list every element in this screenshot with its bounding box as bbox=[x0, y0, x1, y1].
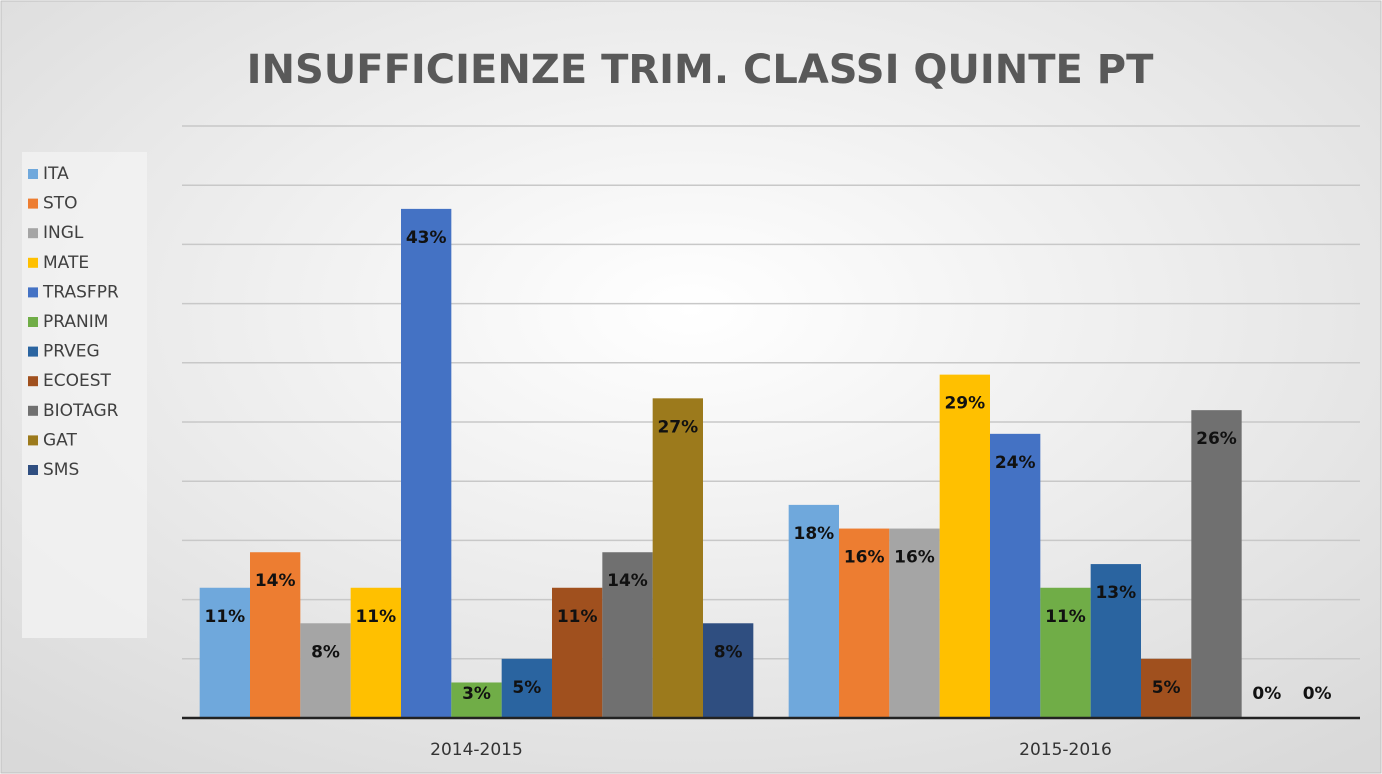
data-label: 0% bbox=[1252, 684, 1281, 704]
data-label: 16% bbox=[844, 548, 885, 568]
bar bbox=[1040, 587, 1091, 718]
legend-label: PRANIM bbox=[43, 312, 108, 332]
data-label: 11% bbox=[1045, 607, 1086, 627]
bar bbox=[300, 623, 351, 718]
legend-box bbox=[22, 152, 147, 638]
data-label: 0% bbox=[1303, 684, 1332, 704]
bar bbox=[401, 208, 452, 718]
x-tick-label: 2015-2016 bbox=[1019, 740, 1112, 760]
data-label: 8% bbox=[311, 642, 340, 662]
data-label: 27% bbox=[657, 417, 698, 437]
data-label: 11% bbox=[355, 607, 396, 627]
data-label: 3% bbox=[462, 684, 491, 704]
legend-swatch bbox=[28, 228, 38, 239]
bar bbox=[702, 623, 754, 718]
bar bbox=[1140, 658, 1192, 718]
data-label: 29% bbox=[944, 394, 985, 414]
legend-swatch bbox=[28, 317, 38, 327]
bar bbox=[1090, 564, 1141, 718]
bar bbox=[451, 682, 502, 718]
legend-label: ECOEST bbox=[43, 371, 112, 391]
legend-swatch bbox=[28, 405, 38, 416]
data-label: 16% bbox=[894, 548, 935, 568]
bar bbox=[990, 433, 1041, 718]
bar bbox=[199, 587, 251, 718]
legend-label: PRVEG bbox=[43, 342, 100, 362]
data-label: 43% bbox=[406, 228, 447, 248]
chart-title: INSUFFICIENZE TRIM. CLASSI QUINTE PT bbox=[247, 47, 1154, 93]
legend-label: INGL bbox=[43, 223, 84, 243]
bar bbox=[551, 587, 603, 718]
data-label: 18% bbox=[793, 524, 834, 544]
legend-label: MATE bbox=[43, 253, 89, 273]
bar bbox=[652, 398, 703, 718]
legend-label: GAT bbox=[43, 430, 77, 450]
bar bbox=[788, 504, 840, 718]
bar bbox=[250, 552, 301, 718]
legend-swatch bbox=[28, 465, 38, 475]
data-label: 5% bbox=[512, 678, 541, 698]
data-label: 11% bbox=[204, 607, 245, 627]
legend-swatch bbox=[28, 198, 38, 209]
data-label: 24% bbox=[995, 453, 1036, 473]
legend-label: ITA bbox=[43, 164, 69, 184]
data-label: 8% bbox=[714, 642, 743, 662]
bar bbox=[1191, 410, 1242, 718]
legend-label: STO bbox=[43, 194, 78, 214]
x-tick-label: 2014-2015 bbox=[430, 740, 523, 760]
data-label: 11% bbox=[557, 607, 598, 627]
legend-swatch bbox=[28, 376, 38, 387]
legend-swatch bbox=[28, 287, 38, 298]
legend-swatch bbox=[28, 169, 38, 179]
data-label: 13% bbox=[1095, 583, 1136, 603]
bar bbox=[501, 658, 552, 718]
legend-swatch bbox=[28, 435, 38, 446]
data-label: 5% bbox=[1152, 678, 1181, 698]
bar bbox=[889, 528, 940, 718]
legend-label: TRASFPR bbox=[42, 282, 119, 302]
bar bbox=[839, 528, 890, 718]
data-label: 26% bbox=[1196, 429, 1237, 449]
legend-label: BIOTAGR bbox=[43, 401, 119, 421]
bar bbox=[350, 587, 402, 718]
legend-swatch bbox=[28, 257, 38, 268]
bar bbox=[602, 552, 653, 718]
legend-label: SMS bbox=[43, 460, 79, 480]
legend-swatch bbox=[28, 346, 38, 357]
data-label: 14% bbox=[607, 571, 648, 591]
bar bbox=[939, 374, 991, 718]
data-label: 14% bbox=[255, 571, 296, 591]
